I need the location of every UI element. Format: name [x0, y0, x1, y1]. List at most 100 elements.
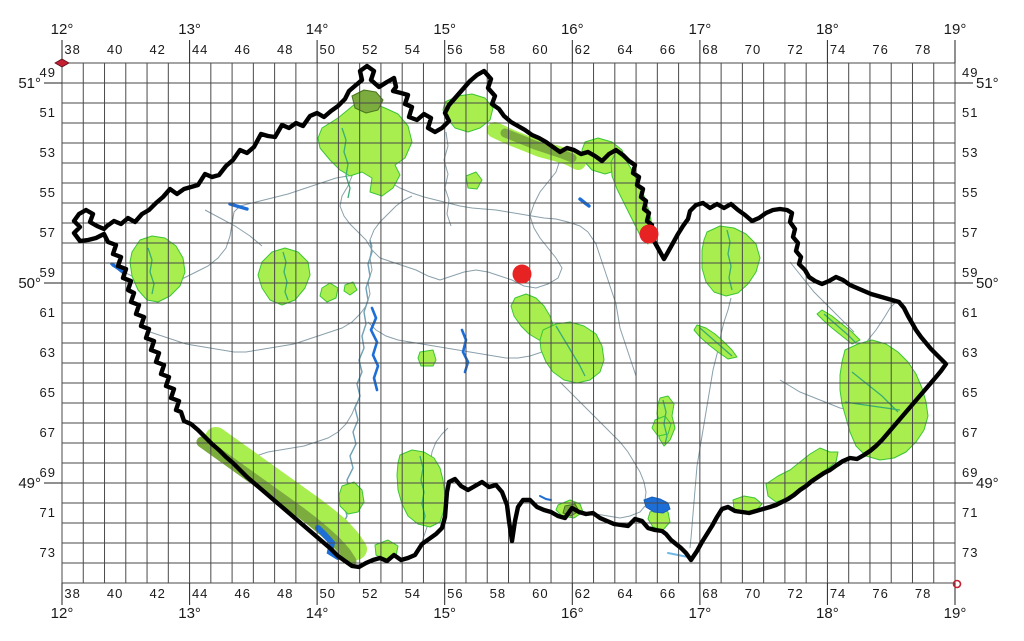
degree-label-right: 49°	[976, 475, 999, 492]
protected-bands-dark	[196, 128, 577, 567]
col-label-top: 44	[192, 42, 208, 57]
row-label-right: 53	[962, 145, 978, 160]
col-label-top: 72	[787, 42, 803, 57]
corner-marker-top-left	[54, 58, 70, 68]
col-label-bottom: 72	[787, 586, 803, 601]
col-label-top: 70	[745, 42, 761, 57]
degree-label-bottom: 17°	[689, 605, 712, 622]
col-label-bottom: 44	[192, 586, 208, 601]
row-label-right: 65	[962, 385, 978, 400]
orlik-reservoir	[369, 306, 380, 392]
col-label-top: 50	[320, 42, 336, 57]
axis-labels: 38 38 40 40 42 42 44 44 46 46 48 48 50 50 52 52 54 54 56 56…	[18, 21, 998, 622]
col-label-top: 56	[447, 42, 463, 57]
row-label-right: 51	[962, 105, 978, 120]
col-label-top: 42	[149, 42, 165, 57]
corner-marker-bottom-right	[952, 579, 962, 589]
degree-label-left: 50°	[18, 275, 41, 292]
row-label-right: 55	[962, 185, 978, 200]
degree-label-left: 51°	[18, 75, 41, 92]
col-label-bottom: 64	[617, 586, 633, 601]
degree-label-top: 16°	[561, 21, 584, 38]
area-slavkovsky-les	[129, 235, 186, 303]
degree-label-top: 15°	[433, 21, 456, 38]
row-label-right: 67	[962, 425, 978, 440]
row-label-left: 53	[40, 145, 56, 160]
col-label-bottom: 40	[107, 586, 123, 601]
col-label-bottom: 38	[64, 586, 80, 601]
grid-lines	[61, 62, 956, 584]
degree-label-right: 51°	[976, 75, 999, 92]
occurrence-dot	[512, 264, 532, 284]
occurrence-dots	[512, 224, 659, 284]
area-trebonsko	[396, 449, 446, 528]
col-label-top: 58	[490, 42, 506, 57]
col-label-bottom: 68	[702, 586, 718, 601]
col-label-top: 64	[617, 42, 633, 57]
col-label-bottom: 46	[234, 586, 250, 601]
col-label-top: 40	[107, 42, 123, 57]
col-label-bottom: 54	[405, 586, 421, 601]
degree-label-top: 17°	[689, 21, 712, 38]
row-label-right: 69	[962, 465, 978, 480]
degree-label-bottom: 13°	[178, 605, 201, 622]
area-beskydy	[839, 339, 929, 461]
col-label-top: 62	[575, 42, 591, 57]
col-label-top: 74	[830, 42, 846, 57]
row-label-right: 61	[962, 305, 978, 320]
col-label-top: 54	[405, 42, 421, 57]
degree-label-top: 19°	[944, 21, 967, 38]
col-label-bottom: 74	[830, 586, 846, 601]
row-label-left: 67	[40, 425, 56, 440]
col-label-top: 78	[915, 42, 931, 57]
corner-markers	[54, 58, 962, 589]
row-label-left: 49	[40, 65, 56, 80]
degree-label-bottom: 14°	[306, 605, 329, 622]
nechranice-reservoir	[228, 202, 249, 211]
row-label-right: 73	[962, 545, 978, 560]
row-label-left: 55	[40, 185, 56, 200]
degree-label-top: 13°	[178, 21, 201, 38]
col-label-top: 46	[234, 42, 250, 57]
col-label-bottom: 76	[872, 586, 888, 601]
protected-areas-light	[129, 93, 929, 561]
degree-label-bottom: 18°	[816, 605, 839, 622]
col-label-bottom: 48	[277, 586, 293, 601]
row-label-right: 57	[962, 225, 978, 240]
degree-label-bottom: 19°	[944, 605, 967, 622]
jesenice-reservoir	[110, 262, 126, 275]
band-sumava-light	[205, 427, 367, 560]
col-label-bottom: 56	[447, 586, 463, 601]
col-label-bottom: 66	[660, 586, 676, 601]
row-label-right: 49	[962, 65, 978, 80]
row-label-left: 71	[40, 505, 56, 520]
country-border	[71, 63, 949, 570]
row-label-left: 69	[40, 465, 56, 480]
degree-label-left: 49°	[18, 475, 41, 492]
degree-label-bottom: 15°	[433, 605, 456, 622]
col-label-top: 38	[64, 42, 80, 57]
degree-label-top: 14°	[306, 21, 329, 38]
col-label-top: 52	[362, 42, 378, 57]
row-label-left: 57	[40, 225, 56, 240]
area-doupovske-hory	[257, 247, 311, 306]
col-label-top: 68	[702, 42, 718, 57]
row-label-left: 59	[40, 265, 56, 280]
degree-label-top: 12°	[51, 21, 74, 38]
row-label-left: 61	[40, 305, 56, 320]
occurrence-dot	[639, 224, 659, 244]
degree-label-right: 50°	[976, 275, 999, 292]
degree-label-bottom: 16°	[561, 605, 584, 622]
area-ceske-stredohori	[317, 101, 413, 197]
area-blansky-les	[338, 481, 365, 515]
col-label-top: 66	[660, 42, 676, 57]
col-label-bottom: 62	[575, 586, 591, 601]
col-label-top: 76	[872, 42, 888, 57]
degree-label-bottom: 12°	[51, 605, 74, 622]
row-label-left: 51	[40, 105, 56, 120]
row-label-right: 71	[962, 505, 978, 520]
row-label-right: 63	[962, 345, 978, 360]
area-jizerske-hory	[442, 93, 494, 133]
